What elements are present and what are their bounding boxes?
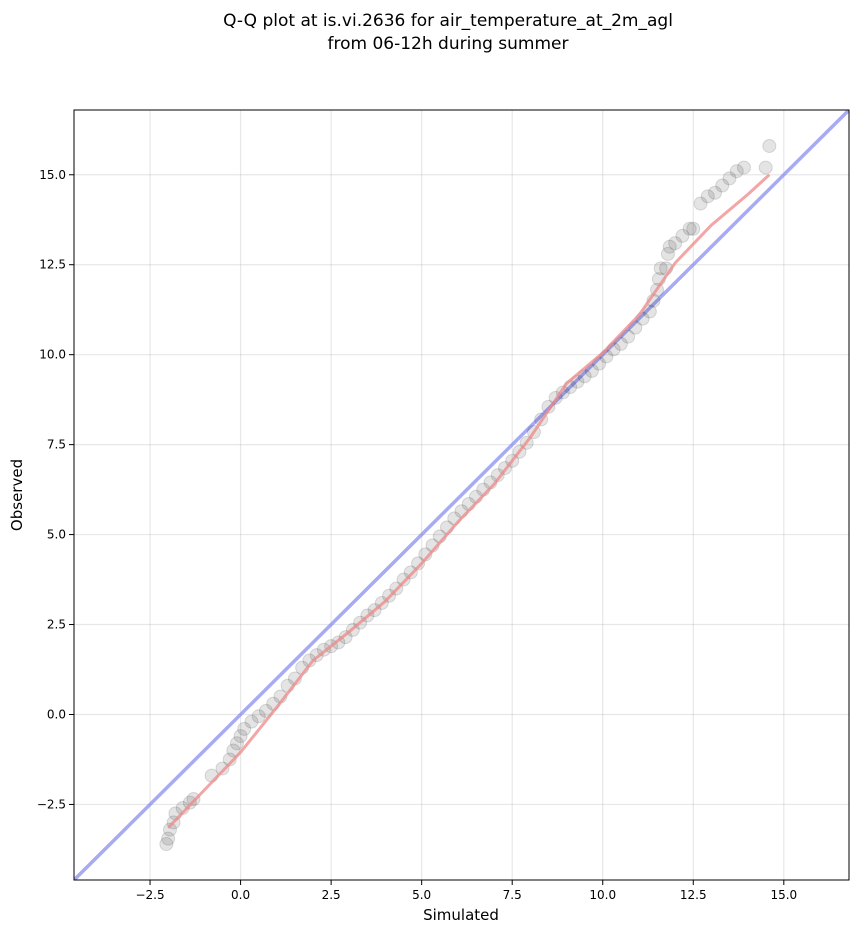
data-point [662, 239, 677, 254]
y-tick-label: 2.5 [47, 618, 66, 632]
x-tick-label: 15.0 [770, 888, 797, 902]
data-point [251, 709, 266, 724]
fit-line [167, 173, 771, 829]
data-point [708, 185, 723, 200]
chart-title-line-1: Q-Q plot at is.vi.2636 for air_temperatu… [223, 11, 673, 31]
data-point [226, 743, 241, 758]
x-tick-label: −2.5 [135, 888, 164, 902]
x-axis-label: Simulated [423, 906, 499, 924]
data-point [621, 329, 636, 344]
x-tick-label: 7.5 [503, 888, 522, 902]
data-point [237, 721, 252, 736]
data-point [758, 160, 773, 175]
identity-line [74, 110, 849, 880]
y-tick-label: 12.5 [39, 258, 66, 272]
data-point [682, 221, 697, 236]
data-point [675, 228, 690, 243]
axis-ticks: −2.5 0.0 2.5 5.0 7.5 10.0 12.5 15.0 −2.5 0.0 2.5 5.… [37, 168, 797, 902]
y-tick-label: 5.0 [47, 528, 66, 542]
data-point [729, 164, 744, 179]
data-point [584, 363, 599, 378]
plot-frame [73, 109, 850, 881]
data-point [660, 246, 675, 261]
y-tick-label: 0.0 [47, 707, 66, 721]
grid-lines [74, 110, 849, 880]
data-point [182, 795, 197, 810]
data-point [222, 752, 237, 767]
data-point [229, 736, 244, 751]
data-point [244, 714, 259, 729]
data-point [722, 171, 737, 186]
data-point [715, 178, 730, 193]
x-tick-label: 2.5 [322, 888, 341, 902]
data-point [162, 822, 177, 837]
data-point [233, 729, 248, 744]
x-tick-label: 10.0 [589, 888, 616, 902]
data-point [613, 336, 628, 351]
data-point [161, 831, 176, 846]
chart-title-line-2: from 06-12h during summer [328, 34, 569, 54]
x-tick-label: 5.0 [412, 888, 431, 902]
data-point [668, 236, 683, 251]
data-point [396, 572, 411, 587]
data-point [686, 221, 701, 236]
data-point [693, 196, 708, 211]
data-point [762, 138, 777, 153]
y-axis-label: Observed [8, 459, 26, 531]
plot-area [74, 110, 849, 880]
data-point [159, 837, 174, 852]
y-tick-label: 7.5 [47, 438, 66, 452]
data-point [186, 792, 201, 807]
y-tick-label: 10.0 [39, 348, 66, 362]
x-tick-label: 0.0 [231, 888, 250, 902]
data-point [403, 565, 418, 580]
data-point [653, 261, 668, 276]
data-point [700, 189, 715, 204]
data-point [215, 761, 230, 776]
y-tick-label: −2.5 [37, 797, 66, 811]
data-point [736, 160, 751, 175]
y-tick-label: 15.0 [39, 168, 66, 182]
data-point [411, 556, 426, 571]
x-tick-label: 12.5 [680, 888, 707, 902]
